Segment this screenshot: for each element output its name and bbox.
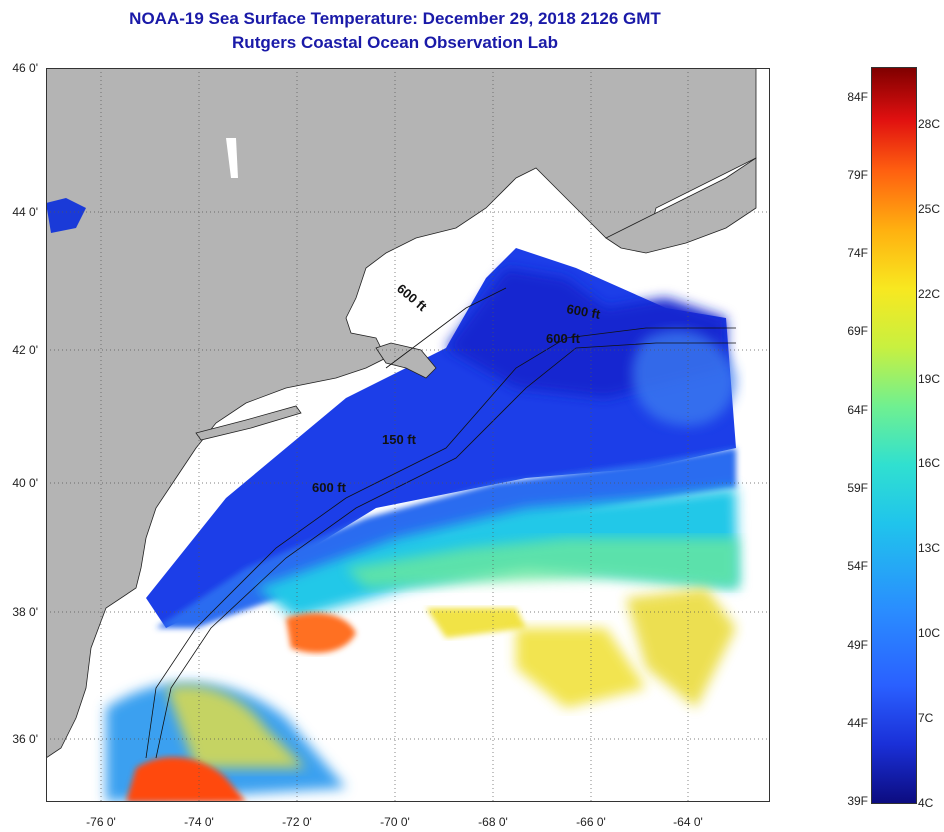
lat-label-46: 46 0'	[12, 61, 38, 75]
lat-label-38: 38 0'	[12, 605, 38, 619]
south-yellow-water	[166, 685, 306, 768]
lon-label-70: -70 0'	[380, 815, 410, 829]
colorbar-c-label: 16C	[918, 456, 941, 470]
map-frame	[46, 68, 770, 802]
map-subtitle: Rutgers Coastal Ocean Observation Lab	[232, 33, 558, 52]
cape-cod	[375, 342, 437, 379]
warm-patch-1	[286, 613, 356, 653]
lake-ontario	[46, 198, 86, 233]
colorbar-f-label: 59F	[847, 481, 868, 495]
lat-label-44: 44 0'	[12, 205, 38, 219]
colorbar-c-label: 25C	[918, 202, 941, 216]
yellow-patch-1	[426, 608, 526, 638]
colorbar-f-label: 39F	[847, 794, 868, 808]
isobath-label: 600 ft	[565, 301, 602, 322]
green-band	[346, 538, 738, 588]
colorbar-c-label: 22C	[918, 287, 941, 301]
colorbar-c-label: 28C	[918, 117, 941, 131]
colorbar-c-label: 7C	[918, 711, 934, 725]
isobath-label: 150 ft	[382, 432, 417, 447]
lon-label-72: -72 0'	[282, 815, 312, 829]
colorbar-f-label: 54F	[847, 559, 868, 573]
inland-water	[46, 138, 238, 233]
colorbar-f-label: 49F	[847, 638, 868, 652]
lat-label-40: 40 0'	[12, 476, 38, 490]
isobath-label: 600 ft	[546, 331, 581, 346]
sst-map: 600 ft 600 ft 600 ft 150 ft 600 ft	[46, 68, 770, 802]
yellow-patch-2	[516, 628, 646, 708]
colorbar-c-label: 19C	[918, 372, 941, 386]
landmass	[46, 68, 757, 759]
lon-label-74: -74 0'	[184, 815, 214, 829]
gulf-stream-warm	[126, 757, 246, 802]
map-title: NOAA-19 Sea Surface Temperature: Decembe…	[129, 9, 661, 28]
lat-label-36: 36 0'	[12, 732, 38, 746]
lon-label-76: -76 0'	[86, 815, 116, 829]
long-island	[195, 405, 302, 441]
isobath-line-1	[145, 327, 736, 759]
colorbar-c-label: 4C	[918, 796, 934, 810]
colorbar-f-label: 64F	[847, 403, 868, 417]
colorbar-f-label: 44F	[847, 716, 868, 730]
lon-label-66: -66 0'	[576, 815, 606, 829]
colorbar-f-label: 69F	[847, 324, 868, 338]
lon-label-64: -64 0'	[673, 815, 703, 829]
blue-swirl-eddy	[632, 330, 736, 426]
land	[46, 68, 757, 759]
lon-label-68: -68 0'	[478, 815, 508, 829]
colorbar-f-label: 79F	[847, 168, 868, 182]
colorbar-f-label: 84F	[847, 90, 868, 104]
graticule	[46, 68, 770, 802]
colorbar-f-label: 74F	[847, 246, 868, 260]
lat-label-42: 42 0'	[12, 343, 38, 357]
colorbar-c-label: 13C	[918, 541, 941, 555]
yellow-patch-3	[626, 588, 736, 708]
lake-champlain	[226, 138, 238, 178]
isobath-label: 600 ft	[312, 480, 347, 495]
isobath-line-3	[385, 287, 507, 369]
nova-scotia	[605, 157, 757, 254]
temperature-colorbar	[871, 67, 917, 804]
colorbar-c-label: 10C	[918, 626, 941, 640]
